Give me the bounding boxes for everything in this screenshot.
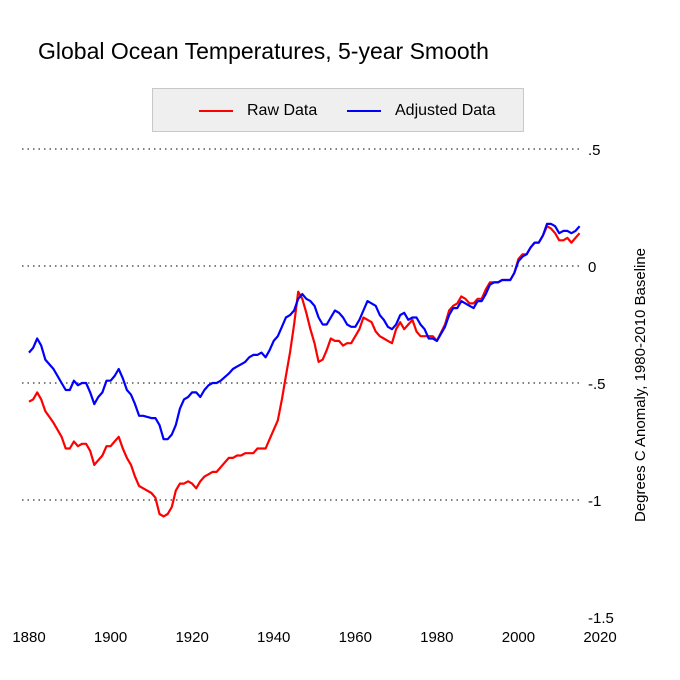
chart-title: Global Ocean Temperatures, 5-year Smooth	[38, 38, 489, 64]
x-tick-label: 1940	[257, 629, 290, 646]
y-tick-label: -1	[588, 493, 601, 510]
legend-label-raw: Raw Data	[247, 102, 318, 119]
legend-swatch-raw	[199, 110, 233, 112]
x-tick-label: 1900	[94, 629, 127, 646]
legend: Raw Data Adjusted Data	[152, 88, 524, 132]
x-tick-label: 1960	[339, 629, 372, 646]
x-tick-label: 1880	[12, 629, 45, 646]
y-tick-label: 0	[588, 259, 596, 276]
series-lines	[28, 222, 581, 518]
y-axis-label: Degrees C Anomaly, 1980-2010 Baseline	[632, 248, 649, 522]
series-line-adjusted	[28, 222, 581, 441]
x-tick-labels: 1880 1900 1920 1940 1960 1980 2000 2020	[12, 629, 616, 646]
x-tick-label: 1920	[175, 629, 208, 646]
y-tick-label: -.5	[588, 376, 606, 393]
series-line-raw	[28, 225, 581, 518]
legend-swatch-adjusted	[347, 110, 381, 112]
legend-item-raw: Raw Data	[199, 102, 317, 120]
x-tick-label: 2020	[583, 629, 616, 646]
x-tick-label: 2000	[502, 629, 535, 646]
y-tick-label: .5	[588, 142, 601, 159]
legend-label-adjusted: Adjusted Data	[395, 102, 496, 119]
x-tick-label: 1980	[420, 629, 453, 646]
y-tick-label: -1.5	[588, 610, 614, 627]
legend-item-adjusted: Adjusted Data	[347, 102, 496, 120]
y-tick-labels: .5 0 -.5 -1 -1.5	[588, 142, 614, 627]
